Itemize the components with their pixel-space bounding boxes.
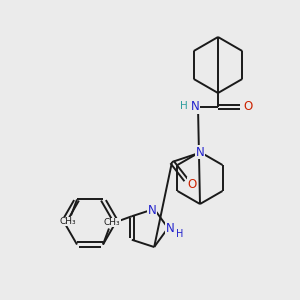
Text: O: O	[188, 178, 196, 190]
Text: H: H	[180, 101, 188, 111]
Text: H: H	[176, 229, 184, 239]
Text: N: N	[196, 146, 204, 158]
Text: CH₃: CH₃	[60, 217, 76, 226]
Text: O: O	[243, 100, 253, 113]
Text: N: N	[166, 223, 174, 236]
Text: N: N	[148, 205, 157, 218]
Text: CH₃: CH₃	[104, 218, 120, 227]
Text: N: N	[190, 100, 200, 113]
